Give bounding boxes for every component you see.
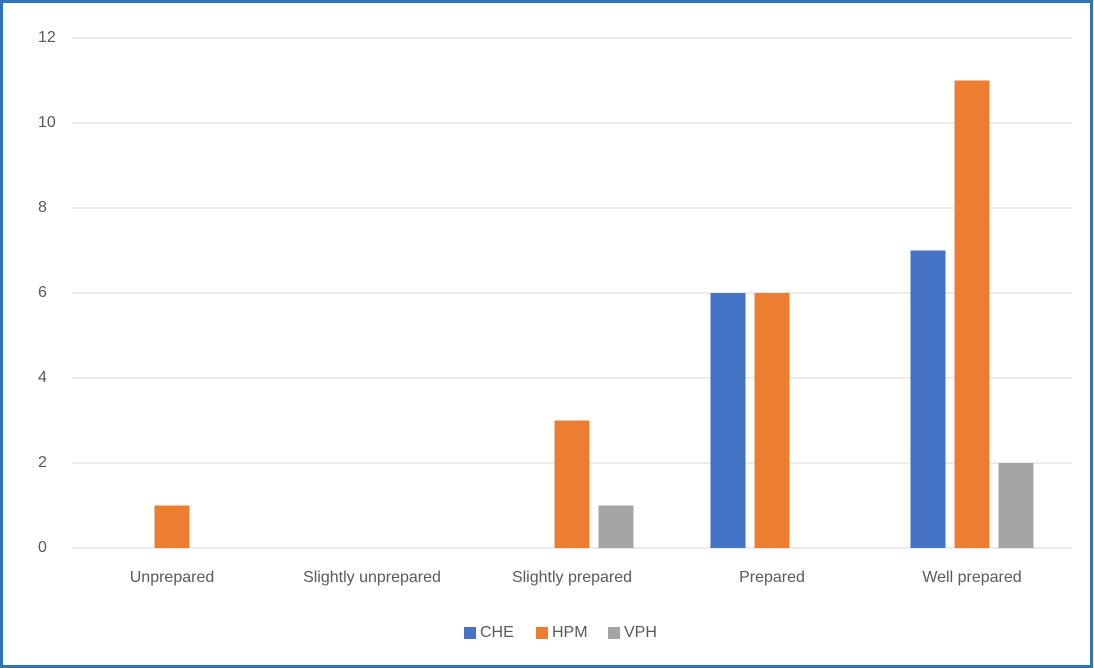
y-tick-label: 8: [38, 199, 47, 216]
bar: [554, 420, 590, 548]
legend-swatch: [608, 627, 620, 639]
x-tick-label: Prepared: [739, 569, 805, 586]
y-tick-label: 0: [38, 539, 47, 556]
legend-label: CHE: [480, 624, 514, 641]
bar: [754, 293, 790, 548]
x-tick-label: Well prepared: [922, 569, 1021, 586]
legend-label: HPM: [552, 624, 588, 641]
y-tick-label: 4: [38, 369, 47, 386]
y-tick-label: 6: [38, 284, 47, 301]
x-tick-label: Slightly prepared: [512, 569, 632, 586]
legend-swatch: [464, 627, 476, 639]
y-tick-label: 10: [38, 114, 56, 131]
bar: [998, 463, 1034, 548]
bar: [154, 505, 190, 548]
y-tick-label: 2: [38, 454, 47, 471]
bar: [598, 505, 634, 548]
y-tick-label: 12: [38, 29, 56, 46]
bar: [710, 293, 746, 548]
x-tick-label: Slightly unprepared: [303, 569, 441, 586]
legend-swatch: [536, 627, 548, 639]
bar: [954, 80, 990, 548]
x-tick-label: Unprepared: [130, 569, 215, 586]
bar: [910, 250, 946, 548]
legend-label: VPH: [624, 624, 657, 641]
